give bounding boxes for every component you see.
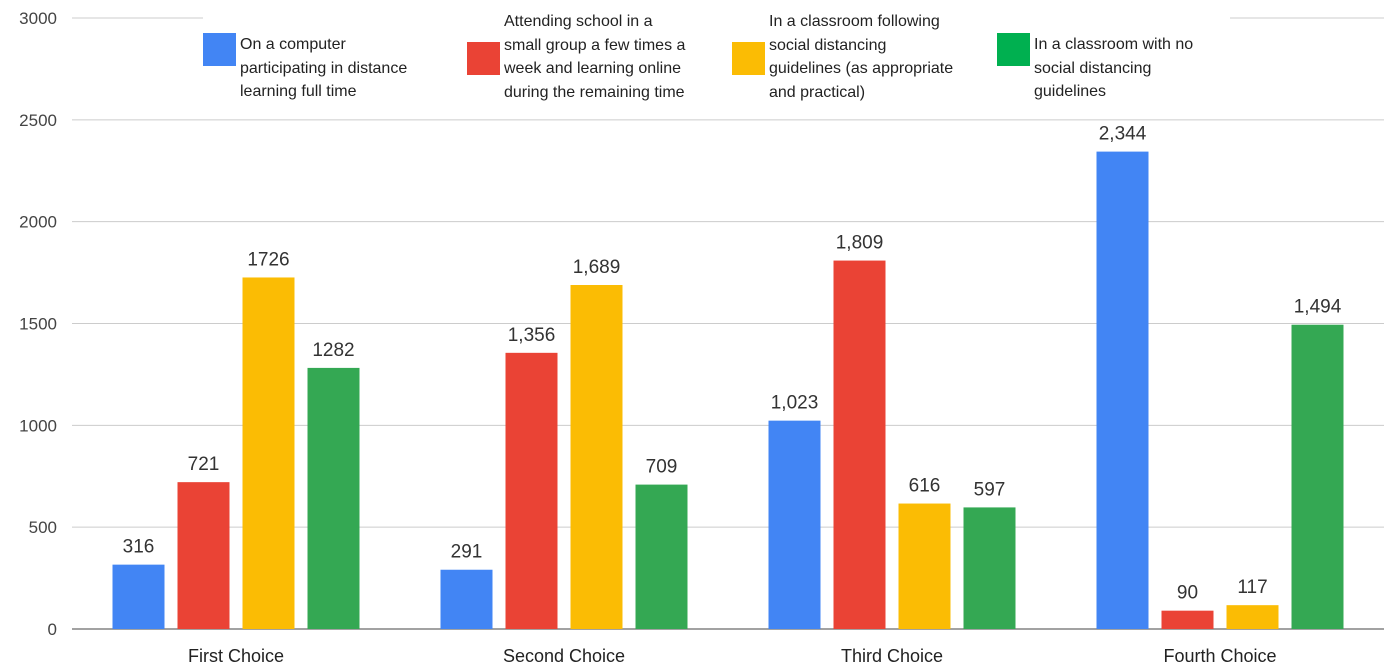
data-label: 316 [123, 537, 155, 558]
y-axis: 0 500 1000 1500 2000 2500 3000 [19, 9, 57, 639]
y-tick-label: 1000 [19, 416, 57, 435]
data-label: 1,494 [1294, 297, 1342, 318]
y-tick-label: 2500 [19, 111, 57, 130]
data-label: 1,023 [771, 393, 819, 414]
legend-label-distancing: In a classroom following social distanci… [769, 13, 954, 101]
y-tick-label: 2000 [19, 213, 57, 232]
data-labels: 316 721 1726 1282 291 1,356 1,689 709 1,023 1,809… [123, 124, 1342, 604]
bar [177, 482, 230, 629]
data-label: 1,689 [573, 257, 621, 278]
bar [635, 484, 688, 629]
y-tick-label: 1500 [19, 315, 57, 334]
data-label: 1,356 [508, 325, 556, 346]
x-category-label: Second Choice [503, 646, 625, 665]
legend-swatch-distancing [732, 42, 765, 75]
x-category-label: First Choice [188, 646, 284, 665]
bar [1291, 324, 1344, 629]
bar [898, 503, 951, 629]
legend-item-computer: On a computer participating in distance … [203, 33, 407, 104]
legend-swatch-computer [203, 33, 236, 66]
data-label: 597 [974, 479, 1006, 500]
legend-label-no-distancing: In a classroom with no social distancing… [1034, 36, 1194, 100]
bar [1096, 151, 1149, 629]
bar [112, 564, 165, 629]
bar [307, 367, 360, 629]
legend-label-computer: On a computer participating in distance … [240, 36, 408, 100]
data-label: 90 [1177, 583, 1198, 604]
legend-item-distancing: In a classroom following social distanci… [732, 10, 953, 104]
data-label: 1,809 [836, 233, 884, 254]
bar [570, 285, 623, 629]
data-label: 117 [1237, 577, 1267, 598]
x-category-label: Third Choice [841, 646, 943, 665]
legend-swatch-no-distancing [997, 33, 1030, 66]
legend-swatch-small-group [467, 42, 500, 75]
y-tick-label: 0 [48, 620, 57, 639]
bar [1226, 605, 1279, 629]
data-label: 721 [188, 454, 220, 475]
legend-label-small-group: Attending school in a small group a few … [504, 13, 686, 101]
data-label: 616 [909, 476, 941, 497]
y-tick-label: 500 [29, 518, 57, 537]
data-label: 709 [646, 457, 678, 478]
bar [440, 569, 493, 629]
legend-item-no-distancing: In a classroom with no social distancing… [997, 33, 1193, 104]
bar [768, 420, 821, 629]
bar [833, 260, 886, 629]
data-label: 2,344 [1099, 124, 1147, 145]
bar [963, 507, 1016, 629]
bars [112, 151, 1344, 629]
y-tick-label: 3000 [19, 9, 57, 28]
x-axis: First Choice Second Choice Third Choice Fou… [188, 646, 1277, 665]
x-category-label: Fourth Choice [1163, 646, 1276, 665]
data-label: 291 [451, 542, 483, 563]
data-label: 1726 [247, 249, 289, 270]
bar [1161, 610, 1214, 629]
data-label: 1282 [312, 340, 354, 361]
bar [505, 352, 558, 629]
legend-item-small-group: Attending school in a small group a few … [467, 10, 685, 104]
bar [242, 277, 295, 629]
